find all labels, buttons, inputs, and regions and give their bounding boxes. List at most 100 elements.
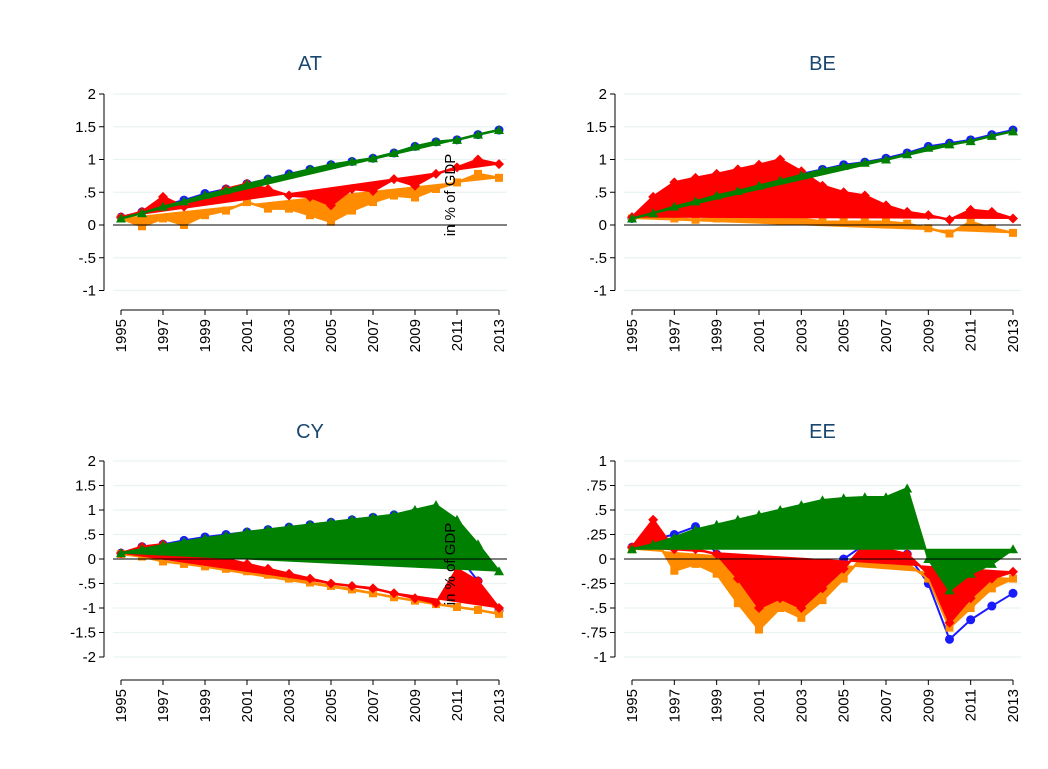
green-series-marker	[473, 539, 483, 549]
green-series-marker	[221, 530, 231, 540]
red-series-marker	[263, 563, 273, 574]
orange-series-marker	[432, 184, 440, 193]
green-series-marker	[116, 213, 126, 223]
y-tick-label: -1	[594, 649, 607, 666]
y-tick-label: -1.5	[70, 625, 96, 642]
green-series-marker	[389, 509, 399, 519]
x-tick-label: 2003	[793, 319, 810, 352]
orange-series-marker	[327, 217, 335, 226]
orange-series-marker	[797, 214, 806, 223]
orange-series-marker	[348, 206, 356, 215]
green-series-marker	[775, 175, 786, 185]
green-series-marker	[431, 500, 441, 510]
x-tick-label: 1997	[666, 689, 683, 722]
orange-series-marker	[712, 569, 721, 578]
green-series-marker	[648, 539, 659, 549]
green-series-marker	[944, 585, 955, 595]
green-series-marker	[494, 566, 504, 576]
red-series-marker	[669, 177, 680, 188]
red-series-marker	[410, 593, 420, 604]
y-tick-label: -.5	[78, 250, 96, 267]
green-series-marker	[410, 141, 420, 151]
green-series-marker	[221, 185, 231, 195]
green-series-marker	[452, 134, 462, 144]
x-tick-label: 1997	[155, 319, 172, 352]
y-tick-label: -.5	[78, 576, 96, 593]
x-tick-label: 2011	[963, 689, 980, 721]
red-series-marker	[284, 190, 294, 201]
green-series-marker	[923, 142, 934, 152]
orange-series-marker	[474, 169, 482, 178]
red-series-marker	[965, 593, 976, 604]
y-tick-label: -2	[83, 649, 96, 666]
orange-series-marker	[159, 214, 167, 223]
x-tick-label: 2011	[963, 319, 980, 351]
green-series-marker	[431, 136, 441, 146]
green-series-marker	[732, 514, 743, 524]
orange-series-marker	[733, 214, 742, 223]
y-tick-label: 2	[88, 86, 96, 103]
green-series-marker	[284, 169, 294, 179]
red-series-marker	[263, 183, 273, 194]
orange-series-marker	[712, 214, 721, 223]
x-tick-label: 2011	[449, 689, 466, 721]
orange-series-marker	[1009, 574, 1017, 583]
orange-series-marker	[987, 224, 996, 233]
x-tick-label: 2003	[793, 689, 810, 722]
x-tick-label: 2007	[365, 689, 382, 722]
red-series-marker	[326, 200, 336, 211]
orange-series-marker	[839, 217, 848, 226]
green-series-marker	[158, 540, 168, 550]
y-axis-title: in % of GDP	[442, 154, 459, 237]
red-series-marker	[1008, 213, 1018, 224]
orange-series-marker	[776, 604, 785, 612]
green-series-marker	[881, 492, 891, 502]
x-tick-label: 2005	[836, 319, 853, 352]
red-series-marker	[923, 568, 934, 579]
x-tick-label: 2001	[751, 689, 768, 722]
x-tick-label: 1999	[709, 319, 726, 352]
green-series-marker	[116, 548, 126, 558]
orange-series-marker	[670, 214, 679, 223]
orange-series-marker	[390, 191, 398, 200]
y-tick-label: -.25	[581, 576, 607, 593]
x-tick-label: 2005	[323, 689, 340, 722]
red-series-marker	[452, 162, 462, 173]
red-series-marker	[473, 576, 483, 587]
x-tick-label: 2003	[281, 319, 298, 352]
x-tick-label: 2009	[407, 319, 424, 352]
y-tick-label: .5	[83, 184, 96, 201]
green-series-marker	[627, 213, 637, 223]
green-series-marker	[711, 519, 722, 529]
orange-series-marker	[159, 557, 167, 566]
orange-series-marker	[453, 178, 461, 187]
orange-series-marker	[882, 217, 890, 226]
y-tick-label: 1	[88, 152, 96, 169]
x-tick-label: 2007	[878, 319, 895, 352]
y-tick-label: -1	[83, 283, 96, 300]
panel-title: BE	[809, 53, 836, 75]
green-series-marker	[347, 156, 357, 166]
red-series-marker	[902, 206, 913, 217]
red-series-marker	[648, 191, 659, 202]
green-series-marker	[137, 208, 147, 218]
green-series-marker	[859, 492, 870, 502]
orange-series-marker	[839, 574, 848, 583]
green-series-marker	[796, 170, 807, 180]
green-series-marker	[284, 522, 294, 532]
panel-title: AT	[298, 53, 322, 75]
green-series-marker	[368, 512, 378, 522]
red-series-marker	[368, 583, 378, 594]
y-tick-label: .75	[586, 478, 607, 495]
green-series-marker	[627, 544, 637, 554]
red-series-marker	[494, 159, 504, 170]
green-series-marker	[200, 189, 210, 199]
x-tick-label: 1997	[666, 319, 683, 352]
red-series-marker	[494, 603, 504, 613]
y-tick-label: 2	[599, 86, 607, 103]
x-tick-label: 1999	[197, 689, 214, 722]
green-series-marker	[986, 130, 997, 140]
orange-series-marker	[733, 599, 742, 608]
y-tick-label: 2	[88, 453, 96, 470]
